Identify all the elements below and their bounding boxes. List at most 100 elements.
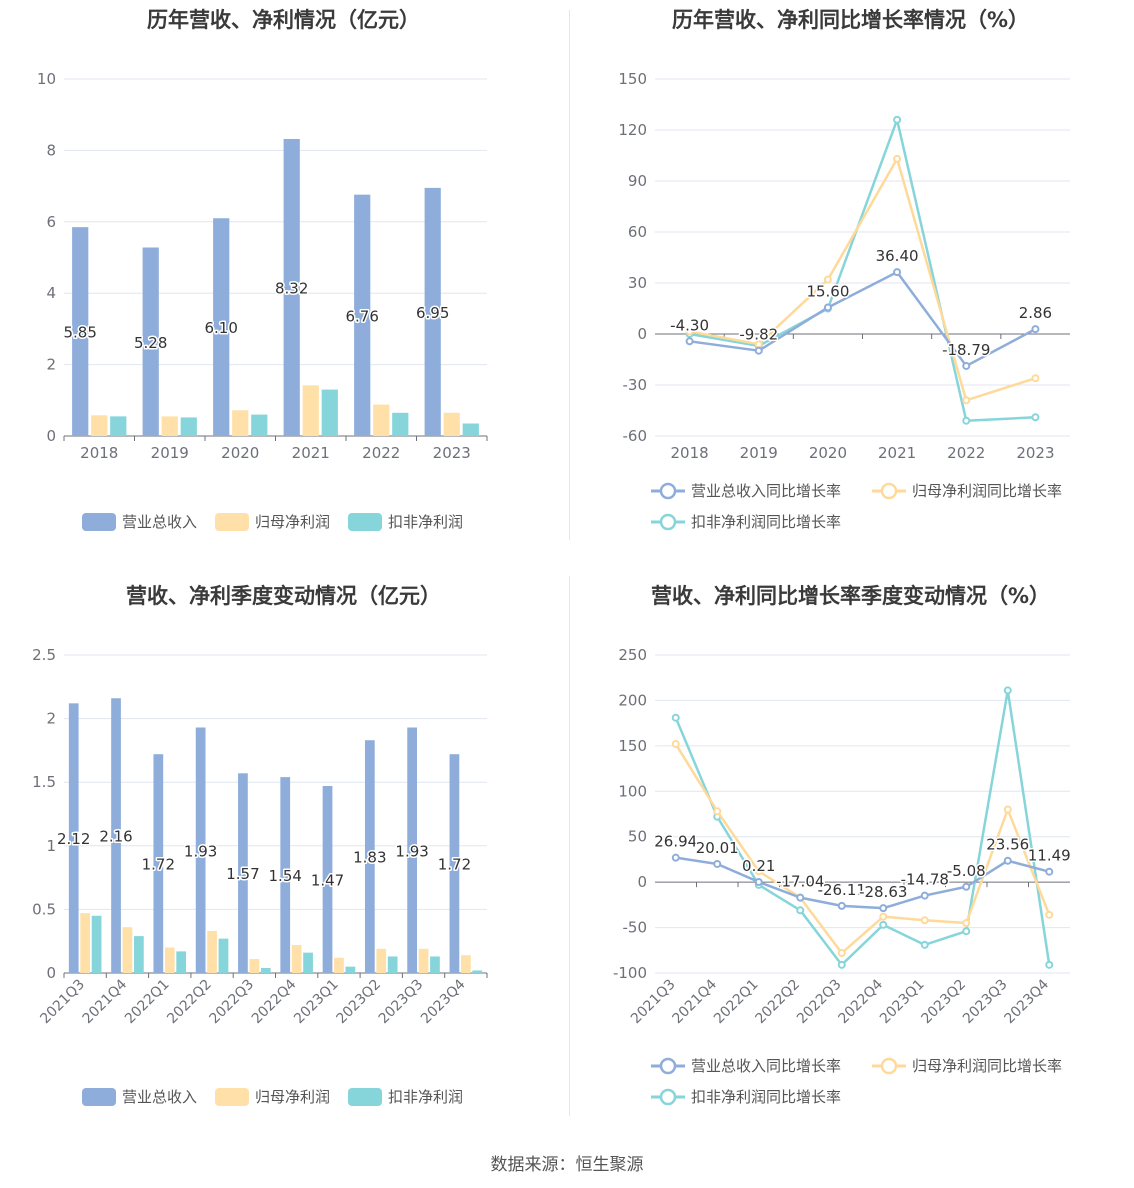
y-tick-label: 0 — [46, 427, 56, 445]
data-point — [713, 859, 722, 868]
data-point — [1003, 686, 1012, 695]
data-point — [893, 268, 902, 277]
bar — [218, 938, 229, 973]
x-tick-label: 2021 — [292, 444, 330, 462]
bar — [387, 956, 398, 973]
bar — [122, 927, 133, 973]
annual-growth-rate-panel: 历年营收、净利同比增长率情况（%） -60 -30 0 30 60 90 120 150 201… — [567, 0, 1134, 576]
x-tick-label: 2023Q4 — [418, 976, 469, 1027]
legend-swatch — [82, 513, 116, 531]
data-label: 6.10 — [205, 319, 238, 337]
legend-label: 营业总收入 — [122, 513, 197, 531]
data-point — [1031, 325, 1040, 334]
bar — [283, 138, 300, 436]
legend-label: 营业总收入 — [122, 1088, 197, 1106]
data-point — [879, 920, 888, 929]
data-label: 15.60 — [806, 282, 849, 300]
y-tick-label: 2 — [46, 356, 56, 374]
data-point — [796, 893, 805, 902]
y-tick-label: 0 — [637, 873, 647, 891]
chart-title: 历年营收、净利同比增长率情况（%） — [671, 8, 1030, 32]
legend-item: 扣非净利润同比增长率 — [651, 513, 841, 531]
data-point — [754, 867, 763, 876]
data-point — [837, 901, 846, 910]
y-tick-label: 120 — [618, 121, 647, 139]
data-label: 2.86 — [1019, 304, 1052, 322]
legend-item: 营业总收入同比增长率 — [651, 1057, 841, 1075]
y-tick-label: 100 — [618, 782, 647, 800]
data-label: -9.82 — [739, 326, 778, 344]
y-tick-label: 200 — [618, 691, 647, 709]
data-point — [823, 275, 832, 284]
legend-marker — [659, 482, 677, 500]
bar — [430, 956, 440, 973]
data-point — [893, 115, 902, 124]
legend-item: 扣非净利润 — [348, 513, 463, 531]
y-tick-label: -60 — [623, 427, 648, 445]
x-tick-label: 2022Q4 — [835, 976, 886, 1027]
data-point — [962, 416, 971, 425]
data-point — [837, 949, 846, 958]
data-point — [754, 346, 763, 355]
y-tick-label: 250 — [618, 646, 647, 664]
y-tick-label: 2.5 — [32, 646, 56, 664]
data-point — [671, 853, 680, 862]
data-label: 1.57 — [226, 865, 259, 883]
x-tick-label: 2021Q4 — [80, 976, 131, 1027]
legend-marker — [880, 1057, 898, 1075]
data-label: -5.08 — [947, 862, 986, 880]
data-point — [823, 303, 832, 312]
y-tick-label: 1 — [46, 837, 56, 855]
chart-title: 营收、净利同比增长率季度变动情况（%） — [650, 584, 1051, 608]
legend-label: 扣非净利润同比增长率 — [691, 1088, 841, 1106]
data-label: 6.76 — [346, 307, 379, 325]
x-tick-label: 2022Q2 — [752, 977, 803, 1028]
y-tick-label: 30 — [628, 274, 647, 292]
bar — [260, 967, 271, 973]
bar — [111, 698, 121, 973]
bar — [142, 247, 159, 436]
legend-item: 扣非净利润 — [348, 1088, 463, 1106]
x-tick-label: 2022Q4 — [249, 976, 300, 1027]
series-line — [689, 157, 1036, 402]
legend-swatch — [348, 513, 382, 531]
y-tick-label: 150 — [618, 70, 647, 88]
bar — [302, 385, 319, 436]
data-point — [685, 327, 694, 336]
legend-label: 归母净利润同比增长率 — [912, 482, 1062, 500]
data-point — [837, 960, 846, 969]
legend-label: 归母净利润 — [255, 513, 330, 531]
legend-item: 归母净利润同比增长率 — [872, 482, 1062, 500]
y-tick-label: -100 — [613, 964, 647, 982]
legend-item: 归母净利润 — [215, 513, 330, 531]
bar — [251, 414, 268, 436]
bar — [345, 966, 356, 973]
bar — [91, 915, 102, 973]
x-tick-label: 2023 — [433, 444, 471, 462]
y-tick-label: -50 — [623, 919, 648, 937]
y-tick-label: 2 — [46, 710, 56, 728]
bar — [321, 389, 338, 436]
y-tick-label: 50 — [628, 828, 647, 846]
panel-divider — [569, 10, 570, 540]
x-tick-label: 2021 — [878, 444, 916, 462]
data-label: 5.85 — [64, 324, 97, 342]
legend-item: 归母净利润 — [215, 1088, 330, 1106]
annual-revenue-profit-panel: 历年营收、净利情况（亿元） 0 2 4 6 8 10 2018 2019 2020 2021 202… — [0, 0, 567, 576]
panel-divider — [569, 576, 570, 1116]
x-tick-label: 2023Q3 — [376, 977, 427, 1028]
x-tick-label: 2018 — [670, 444, 708, 462]
bar — [232, 410, 249, 436]
x-tick-label: 2021Q4 — [669, 976, 720, 1027]
series-line — [674, 743, 1051, 955]
x-tick-label: 2020 — [809, 444, 847, 462]
bar — [72, 227, 89, 436]
bar — [249, 959, 260, 973]
legend-item: 营业总收入同比增长率 — [651, 482, 841, 500]
legend-label: 营业总收入同比增长率 — [691, 482, 841, 500]
bar — [322, 786, 333, 973]
data-point — [920, 891, 929, 900]
data-point — [920, 940, 929, 949]
legend-item: 归母净利润同比增长率 — [872, 1057, 1062, 1075]
annual-revenue-profit-chart: 0 2 4 6 8 10 2018 2019 2020 2021 2022 2023 5.85 5.28 6… — [37, 70, 488, 531]
